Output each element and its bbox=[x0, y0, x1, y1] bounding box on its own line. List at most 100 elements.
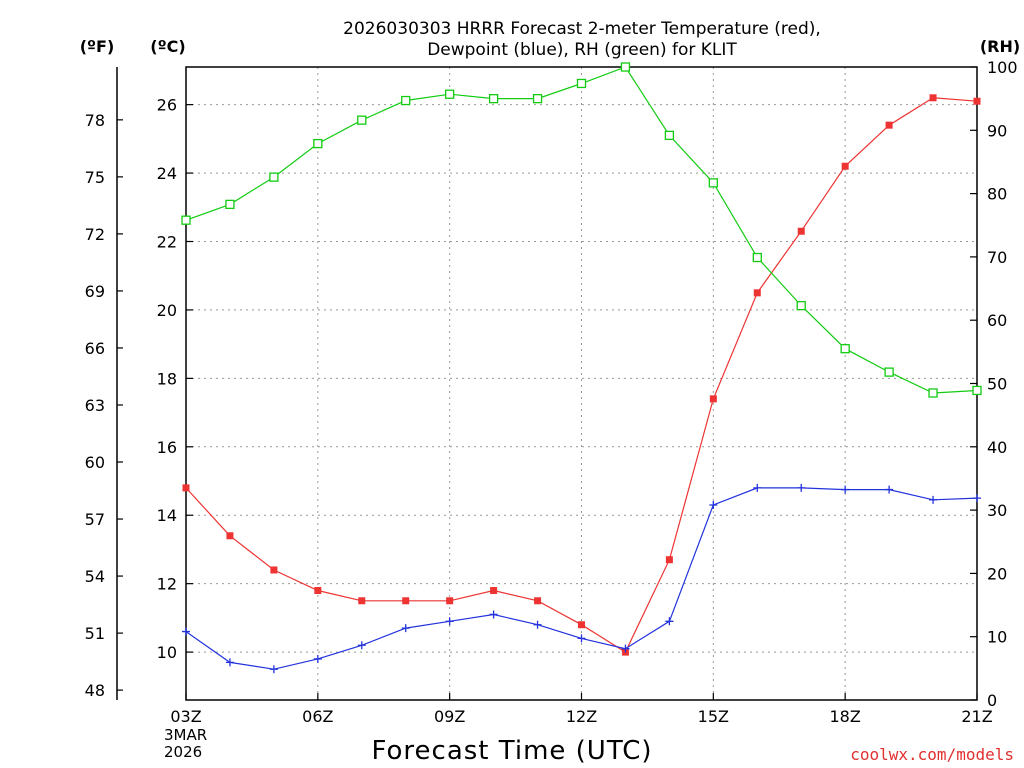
dewpoint-point bbox=[797, 483, 806, 492]
dewpoint-point bbox=[313, 654, 322, 663]
rh-tick-label: 100 bbox=[987, 58, 1018, 77]
rh-point bbox=[972, 385, 982, 396]
dewpoint-point bbox=[753, 483, 762, 492]
rh-point bbox=[576, 78, 587, 89]
celsius-tick-label: 20 bbox=[157, 301, 177, 320]
rh-tick-label: 30 bbox=[987, 501, 1007, 520]
celsius-tick-label: 26 bbox=[157, 96, 177, 115]
axis-layer: 48 51 54 57 60 63 66 69 72 75 78 10 12 14 16 18 20 22 24 26… bbox=[85, 58, 1018, 726]
rh-axis-unit: (RH) bbox=[980, 37, 1020, 56]
x-axis-label: Forecast Time (UTC) bbox=[371, 736, 652, 766]
x-tick-label: 21Z bbox=[961, 707, 992, 726]
fahrenheit-tick-label: 63 bbox=[85, 396, 105, 415]
2-meter-temperature-point bbox=[797, 227, 805, 235]
series-layer bbox=[181, 62, 982, 674]
celsius-tick-label: 12 bbox=[157, 575, 177, 594]
rh-point bbox=[796, 300, 806, 311]
2-meter-temperature-point bbox=[270, 566, 278, 574]
rh-point bbox=[708, 178, 718, 188]
fahrenheit-tick-label: 69 bbox=[85, 282, 105, 301]
rh-point bbox=[840, 344, 850, 354]
date-line-day: 3MAR bbox=[164, 726, 207, 744]
chart-title-line2: Dewpoint (blue), RH (green) for KLIT bbox=[427, 40, 737, 60]
rh-point bbox=[357, 115, 367, 125]
dewpoint-point bbox=[182, 627, 190, 636]
dewpoint-point bbox=[533, 620, 542, 629]
rh-point bbox=[884, 367, 894, 377]
dewpoint-point bbox=[841, 485, 850, 494]
chart-title-line1: 2026030303 HRRR Forecast 2-meter Tempera… bbox=[343, 19, 821, 39]
2-meter-temperature-point bbox=[534, 597, 542, 605]
fahrenheit-axis-unit: (ºF) bbox=[80, 37, 115, 56]
rh-point bbox=[401, 95, 411, 106]
plot-frame bbox=[185, 66, 978, 701]
2-meter-temperature-point bbox=[358, 597, 366, 605]
dewpoint-point bbox=[665, 617, 674, 626]
rh-tick-label: 0 bbox=[987, 691, 997, 710]
dewpoint-point bbox=[269, 665, 278, 674]
x-tick-label: 03Z bbox=[170, 707, 201, 726]
rh-tick-label: 20 bbox=[987, 564, 1007, 583]
celsius-tick-label: 16 bbox=[157, 438, 177, 457]
2-meter-temperature-point bbox=[226, 532, 234, 540]
date-line-year: 2026 bbox=[164, 743, 202, 761]
fahrenheit-tick-label: 57 bbox=[85, 510, 105, 529]
rh-point bbox=[532, 94, 543, 104]
dewpoint-point bbox=[929, 495, 938, 504]
rh-tick-label: 70 bbox=[987, 248, 1007, 267]
rh-point bbox=[620, 62, 631, 72]
x-tick-label: 06Z bbox=[302, 707, 333, 726]
rh-tick-label: 50 bbox=[987, 375, 1007, 394]
rh-tick-label: 60 bbox=[987, 311, 1007, 330]
rh-tick-label: 10 bbox=[987, 628, 1007, 647]
fahrenheit-tick-label: 54 bbox=[85, 567, 105, 586]
celsius-tick-label: 18 bbox=[157, 369, 177, 388]
rh-point bbox=[928, 388, 938, 398]
celsius-axis-unit: (ºC) bbox=[150, 37, 185, 56]
dewpoint-point bbox=[401, 624, 410, 633]
rh-point bbox=[445, 89, 455, 99]
2-meter-temperature-point bbox=[973, 97, 981, 105]
rh-tick-label: 80 bbox=[987, 185, 1007, 204]
2-meter-temperature-point bbox=[841, 162, 849, 170]
fahrenheit-tick-label: 60 bbox=[85, 453, 105, 472]
dewpoint-point bbox=[621, 644, 630, 653]
2-meter-temperature-point bbox=[578, 621, 585, 629]
grid-layer bbox=[186, 67, 977, 700]
dewpoint-point bbox=[489, 610, 498, 619]
rh-point bbox=[664, 130, 675, 141]
dewpoint-point bbox=[577, 634, 586, 643]
2-meter-temperature-point bbox=[665, 556, 673, 564]
2-meter-temperature-point bbox=[929, 94, 937, 102]
dewpoint-point bbox=[357, 641, 366, 650]
dewpoint-point bbox=[973, 494, 981, 503]
fahrenheit-tick-label: 75 bbox=[85, 168, 105, 187]
fahrenheit-tick-label: 48 bbox=[85, 681, 105, 700]
dewpoint-point bbox=[445, 617, 454, 626]
rh-point bbox=[488, 94, 499, 104]
x-tick-label: 15Z bbox=[698, 707, 729, 726]
rh-point bbox=[313, 138, 323, 149]
2-meter-temperature-point bbox=[709, 395, 717, 403]
2-meter-temperature-point bbox=[402, 597, 410, 605]
rh-point bbox=[225, 199, 235, 210]
rh-point bbox=[181, 215, 191, 225]
fahrenheit-tick-label: 66 bbox=[85, 339, 105, 358]
x-tick-label: 12Z bbox=[566, 707, 597, 726]
dewpoint-point bbox=[885, 485, 894, 494]
celsius-tick-label: 22 bbox=[157, 233, 177, 252]
fahrenheit-tick-label: 78 bbox=[85, 111, 105, 130]
2-meter-temperature-point bbox=[490, 587, 498, 595]
2-meter-temperature-point bbox=[885, 121, 893, 129]
rh-tick-label: 40 bbox=[987, 438, 1007, 457]
celsius-tick-label: 10 bbox=[157, 643, 177, 662]
2-meter-temperature-point bbox=[314, 587, 322, 595]
rh-point bbox=[752, 252, 762, 263]
dewpoint-point bbox=[225, 658, 234, 667]
2-meter-temperature-point bbox=[182, 484, 190, 492]
rh-point bbox=[269, 172, 279, 182]
rh-tick-label: 90 bbox=[987, 121, 1007, 140]
2-meter-temperature-point bbox=[753, 289, 761, 297]
x-tick-label: 18Z bbox=[830, 707, 861, 726]
